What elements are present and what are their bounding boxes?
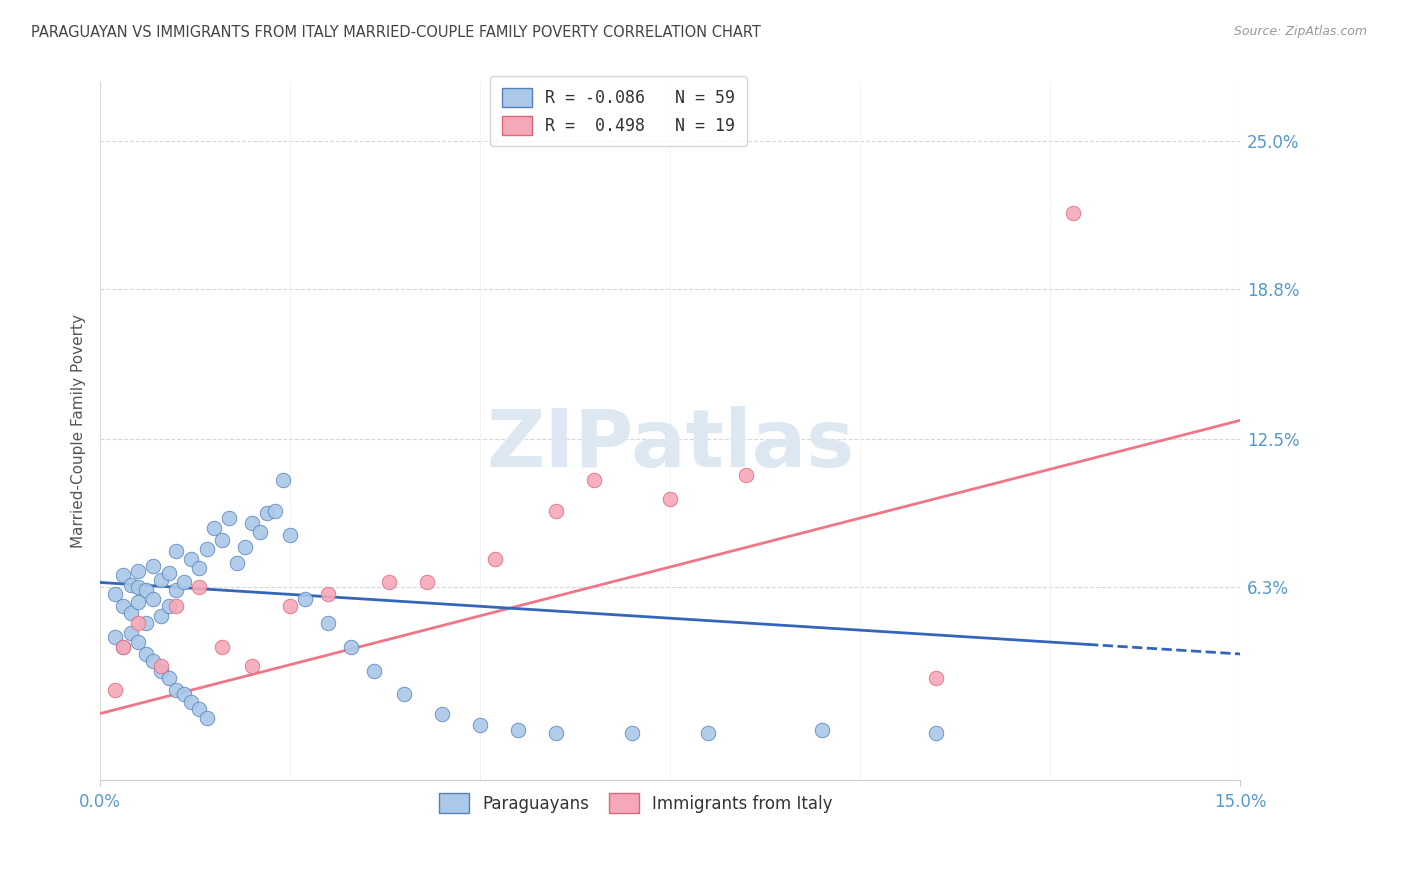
Point <box>142 558 165 573</box>
Point <box>149 608 172 623</box>
Point <box>149 659 172 673</box>
Point <box>173 575 195 590</box>
Point <box>111 640 134 654</box>
Point <box>378 575 401 590</box>
Point <box>316 615 339 630</box>
Point <box>925 725 948 739</box>
Point <box>120 607 142 621</box>
Point <box>256 506 278 520</box>
Point <box>659 491 682 506</box>
Point <box>142 654 165 668</box>
Point <box>142 592 165 607</box>
Point <box>165 544 187 558</box>
Point <box>211 533 233 547</box>
Point <box>157 671 180 685</box>
Point <box>316 587 339 601</box>
Point <box>278 599 301 614</box>
Point <box>925 671 948 685</box>
Point <box>211 640 233 654</box>
Point <box>340 640 363 654</box>
Point <box>104 630 127 644</box>
Point <box>120 578 142 592</box>
Point <box>165 582 187 597</box>
Point <box>104 682 127 697</box>
Point <box>187 702 209 716</box>
Point <box>157 566 180 580</box>
Point <box>157 599 180 614</box>
Point <box>264 504 287 518</box>
Point <box>506 723 529 738</box>
Text: PARAGUAYAN VS IMMIGRANTS FROM ITALY MARRIED-COUPLE FAMILY POVERTY CORRELATION CH: PARAGUAYAN VS IMMIGRANTS FROM ITALY MARR… <box>31 25 761 40</box>
Point <box>468 718 491 732</box>
Point <box>127 615 149 630</box>
Point <box>135 582 157 597</box>
Point <box>149 664 172 678</box>
Legend: Paraguayans, Immigrants from Italy: Paraguayans, Immigrants from Italy <box>427 781 845 824</box>
Point <box>271 473 294 487</box>
Point <box>392 688 415 702</box>
Point <box>240 659 263 673</box>
Point <box>149 573 172 587</box>
Point <box>195 542 218 557</box>
Point <box>104 587 127 601</box>
Text: Source: ZipAtlas.com: Source: ZipAtlas.com <box>1233 25 1367 38</box>
Point <box>416 575 439 590</box>
Point <box>218 511 240 525</box>
Point <box>127 580 149 594</box>
Point <box>173 688 195 702</box>
Point <box>546 725 568 739</box>
Point <box>363 664 385 678</box>
Point <box>697 725 720 739</box>
Point <box>202 521 225 535</box>
Point <box>187 561 209 575</box>
Point <box>278 528 301 542</box>
Point <box>294 592 316 607</box>
Point <box>621 725 644 739</box>
Point <box>127 594 149 608</box>
Point <box>135 615 157 630</box>
Point <box>430 706 453 721</box>
Point <box>187 580 209 594</box>
Point <box>1062 206 1084 220</box>
Point <box>127 564 149 578</box>
Point <box>111 599 134 614</box>
Point <box>583 473 606 487</box>
Point <box>165 682 187 697</box>
Point <box>195 711 218 725</box>
Point <box>226 557 249 571</box>
Point <box>180 551 202 566</box>
Point <box>735 468 758 483</box>
Y-axis label: Married-Couple Family Poverty: Married-Couple Family Poverty <box>72 314 86 548</box>
Point <box>546 504 568 518</box>
Point <box>811 723 834 738</box>
Point <box>135 647 157 661</box>
Point <box>111 640 134 654</box>
Point <box>111 568 134 582</box>
Point <box>233 540 256 554</box>
Text: ZIPatlas: ZIPatlas <box>486 406 855 484</box>
Point <box>127 635 149 649</box>
Point <box>240 516 263 530</box>
Point <box>484 551 506 566</box>
Point <box>249 525 271 540</box>
Point <box>120 625 142 640</box>
Point <box>180 695 202 709</box>
Point <box>165 599 187 614</box>
